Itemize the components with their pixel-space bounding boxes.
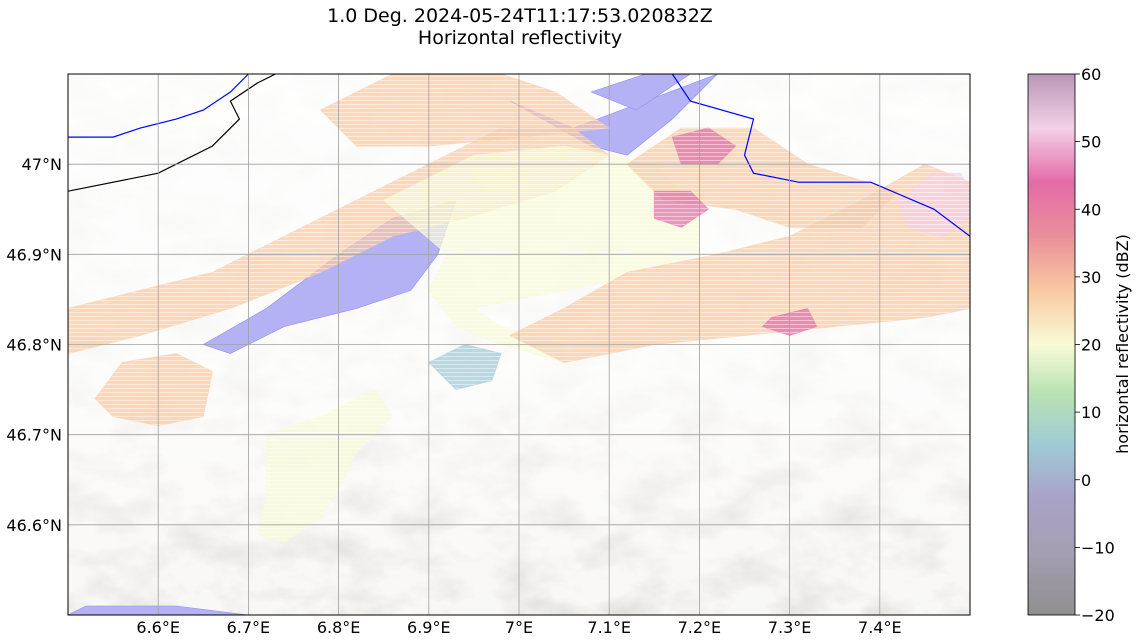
colorbar-tick-label: 50 — [1081, 133, 1101, 152]
blue-border-west — [68, 74, 249, 138]
plot-frame — [67, 73, 971, 616]
y-tick-label: 46.6°N — [6, 516, 62, 535]
x-tick-label: 7.4°E — [858, 618, 902, 637]
southwest-patch-texture — [95, 353, 213, 426]
blue-border-east — [671, 74, 970, 237]
colorbar-tick-label: 60 — [1081, 65, 1101, 84]
colorbar-label: horizontal reflectivity (dBZ) — [1113, 234, 1132, 454]
x-axis-ticks: 6.6°E 6.7°E 6.8°E 6.9°E 7°E 7.1°E 7.2°E 7.3°E 7.… — [136, 618, 901, 637]
y-tick-label: 46.8°N — [6, 336, 62, 355]
echo-southwest-patch — [94, 352, 213, 427]
x-tick-label: 7.3°E — [768, 618, 812, 637]
cell-7.2E-47.02N-texture — [672, 128, 736, 165]
colorbar-tick-label: 20 — [1081, 336, 1101, 355]
colorbar-tick-label: 30 — [1081, 268, 1101, 287]
x-tick-label: 6.9°E — [407, 618, 451, 637]
south-streak-texture — [257, 389, 393, 543]
colorbar-tick-label: −10 — [1081, 538, 1115, 557]
y-tick-label: 46.9°N — [6, 245, 62, 264]
colorbar-ticks: −20 −10 0 10 20 30 40 50 60 — [1075, 65, 1115, 625]
lake-northeast — [590, 74, 691, 111]
x-tick-label: 6.8°E — [317, 618, 361, 637]
colorbar-tick-label: 40 — [1081, 200, 1101, 219]
colorbar-tick-label: −20 — [1081, 606, 1115, 625]
echo-north-band — [319, 74, 611, 147]
chart-title-line-2: Horizontal reflectivity — [418, 27, 622, 49]
clutter-center-texture — [428, 344, 501, 390]
y-axis-ticks: 46.6°N 46.7°N 46.8°N 46.9°N 47°N — [6, 155, 62, 535]
echo-clutter-center — [427, 343, 502, 391]
colorbar-tick-label: 10 — [1081, 403, 1101, 422]
cell-7.18E-46.96N-texture — [654, 191, 709, 228]
gridlines — [68, 74, 970, 615]
northeast-core-texture — [897, 173, 970, 237]
y-tick-label: 47°N — [22, 155, 62, 174]
echo-cell-7.2E-47.02N — [671, 127, 737, 165]
chart-title-line-1: 1.0 Deg. 2024-05-24T11:17:53.020832Z — [327, 5, 713, 27]
north-band-texture — [320, 74, 610, 147]
colorbar-tick-label: 0 — [1081, 471, 1091, 490]
colorbar — [1027, 73, 1076, 616]
x-tick-label: 6.7°E — [227, 618, 271, 637]
x-tick-label: 7°E — [505, 618, 533, 637]
map-plot-area — [68, 74, 970, 615]
x-tick-label: 6.6°E — [136, 618, 180, 637]
echo-northeast-core — [897, 172, 970, 237]
x-tick-label: 7.2°E — [678, 618, 722, 637]
echo-cell-7.18E-46.96N — [653, 190, 710, 228]
x-tick-label: 7.1°E — [587, 618, 631, 637]
y-tick-label: 46.7°N — [6, 426, 62, 445]
